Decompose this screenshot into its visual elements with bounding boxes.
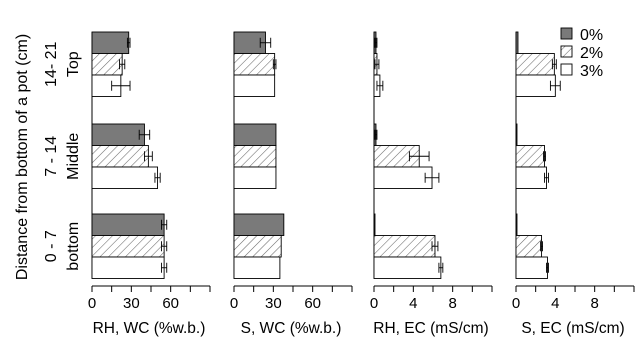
x-tick-label: 0 [370,295,378,312]
bar [515,213,518,236]
legend-label: 3% [580,63,603,80]
bar [515,53,555,76]
x-tick-label: 0 [230,295,238,312]
x-axis-label: S, WC (%w.b.) [241,320,342,337]
bar [373,213,376,236]
group-range-label: 7 - 14 [43,136,60,177]
bar [233,235,282,258]
bar [373,235,436,258]
bar [91,256,165,279]
x-tick-label: 60 [304,295,321,312]
bar [233,256,281,279]
group-range-label: 14- 21 [43,41,60,86]
bar [91,235,165,258]
bar [233,213,285,236]
bar [515,166,547,189]
legend-label: 2% [580,45,603,62]
group-range-label: 0 - 7 [43,230,60,262]
bar [91,31,130,54]
legend-label: 0% [580,27,603,44]
group-name-label: Middle [65,133,82,180]
x-tick-label: 30 [123,295,140,312]
bar [373,256,442,279]
bar [233,166,277,189]
bar [515,123,518,146]
bar [373,166,433,189]
bar [233,145,277,168]
group-name-label: bottom [65,222,82,271]
bar [515,235,543,258]
group-name-label: Top [65,51,82,77]
x-tick-label: 4 [551,295,559,312]
bar [515,31,519,54]
x-axis-label: RH, WC (%w.b.) [93,320,206,337]
bar [91,166,159,189]
x-axis-label: RH, EC (mS/cm) [373,320,488,337]
bar [91,145,149,168]
legend-swatch [560,27,573,40]
bar [233,123,277,146]
bar [91,213,165,236]
x-tick-label: 0 [512,295,520,312]
y-axis-label: Distance from bottom of a pot (cm) [14,34,31,280]
x-tick-label: 60 [162,295,179,312]
x-tick-label: 4 [409,295,417,312]
bar [91,53,123,76]
bar [91,123,145,146]
bar [515,145,545,168]
x-tick-label: 0 [88,295,96,312]
bar [233,53,276,76]
x-tick-label: 8 [448,295,456,312]
x-tick-label: 8 [590,295,598,312]
x-axis-label: S, EC (mS/cm) [521,320,624,337]
legend-swatch [560,63,573,76]
x-tick-label: 30 [265,295,282,312]
bar [515,74,556,97]
bar [233,74,276,97]
bar [515,256,548,279]
legend-swatch [560,45,573,58]
